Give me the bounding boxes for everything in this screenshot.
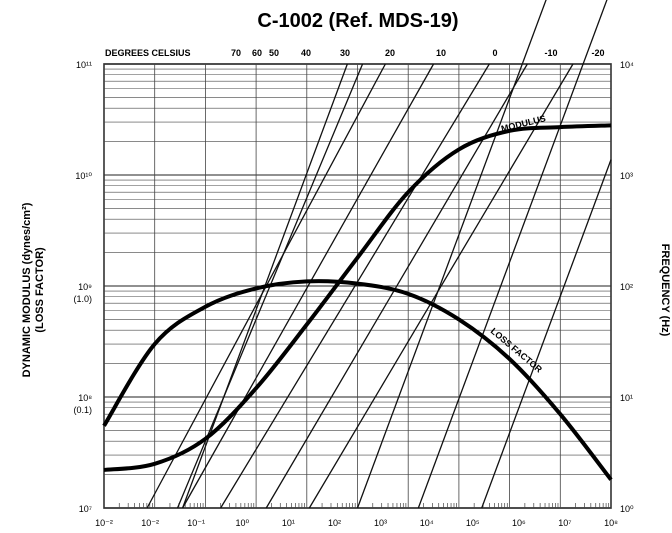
- x-tick-label: 10⁰: [235, 518, 249, 528]
- isotherm-line: [481, 159, 612, 509]
- top-axis-label: DEGREES CELSIUS: [105, 48, 191, 58]
- y-axis-label-left-1: DYNAMIC MODULUS (dynes/cm²): [21, 202, 33, 377]
- temperature-label: 20: [385, 48, 395, 58]
- isotherm-stub: [456, 440, 481, 508]
- isotherm-stub: [122, 440, 147, 508]
- y-tick-label-right: 10¹: [620, 393, 633, 403]
- isotherm-line: [220, 63, 490, 509]
- series-line-0: [103, 123, 612, 472]
- y-tick-label-right: 10⁴: [620, 60, 634, 70]
- series-line-1: [102, 279, 613, 481]
- isotherm-stub: [284, 440, 309, 508]
- temperature-label: -10: [544, 48, 557, 58]
- chart-title: C-1002 (Ref. MDS-19): [257, 10, 458, 32]
- temperature-label: 40: [301, 48, 311, 58]
- temperature-label: 10: [436, 48, 446, 58]
- isotherm-line: [356, 0, 547, 509]
- y-tick-label-right: 10³: [620, 171, 633, 181]
- temperature-label: 30: [340, 48, 350, 58]
- y-tick-label-left: 10⁸: [78, 393, 92, 403]
- x-tick-label: 10²: [328, 518, 341, 528]
- grid: [103, 63, 612, 509]
- y-axis-label-left-2: (LOSS FACTOR): [34, 247, 46, 333]
- x-tick-label: 10⁻²: [141, 518, 159, 528]
- x-tick-label: 10¹: [282, 518, 295, 528]
- x-tick-label: 10³: [374, 518, 387, 528]
- x-tick-label: 10⁻²: [95, 518, 113, 528]
- isotherm-stub: [393, 440, 418, 508]
- y-axis-label-right: FREQUENCY (Hz): [659, 244, 671, 337]
- temperature-label: -20: [591, 48, 604, 58]
- x-tick-label: 10⁵: [466, 518, 480, 528]
- temperature-label: 70: [231, 48, 241, 58]
- modulus-label: MODULUS: [500, 113, 547, 134]
- x-tick-label: 10⁸: [604, 518, 618, 528]
- y-tick-label-left: 10¹⁰: [75, 171, 92, 181]
- x-tick-label: 10⁶: [512, 518, 526, 528]
- isotherm-line: [182, 63, 435, 509]
- y-tick-sublabel-left: (1.0): [73, 294, 92, 304]
- tick-labels: 10⁻² 10⁻² 10⁻¹ 10⁰ 10¹ 10² 10³ 10⁴ 10⁵ 10⁶ 10⁷ 10⁸1…: [73, 48, 634, 528]
- x-tick-label: 10⁴: [420, 518, 434, 528]
- isotherm-lines: [122, 0, 612, 509]
- y-tick-sublabel-left: (0.1): [73, 405, 92, 415]
- temperature-label: 60: [252, 48, 262, 58]
- x-tick-label: 10⁻¹: [187, 518, 205, 528]
- y-tick-label-right: 10²: [620, 282, 633, 292]
- y-tick-label-right: 10⁰: [620, 504, 634, 514]
- temperature-label: 50: [269, 48, 279, 58]
- x-tick-label: 10⁷: [558, 518, 571, 528]
- y-tick-label-left: 10⁷: [79, 504, 92, 514]
- isotherm-stub: [195, 440, 220, 508]
- temperature-label: 0: [492, 48, 497, 58]
- isotherm-stub: [241, 440, 266, 508]
- isotherm-line: [417, 0, 608, 509]
- isotherm-line: [308, 63, 574, 509]
- y-tick-label-left: 10¹¹: [76, 60, 92, 70]
- y-tick-label-left: 10⁹: [78, 282, 92, 292]
- isotherm-stub: [332, 440, 357, 508]
